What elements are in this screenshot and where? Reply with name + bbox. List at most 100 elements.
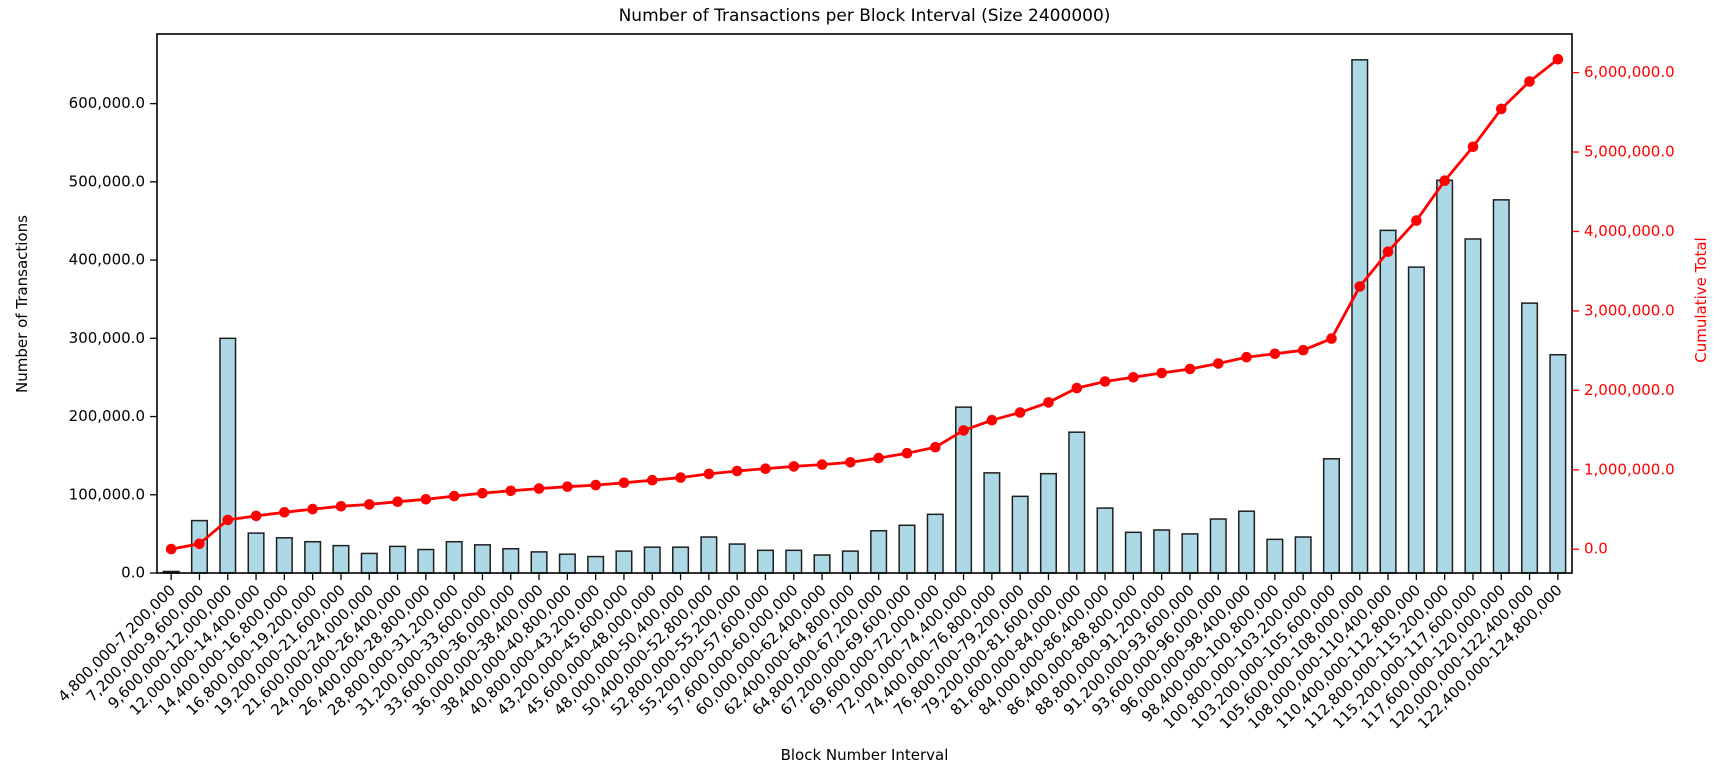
bar [841, 550, 859, 574]
chart-title: Number of Transactions per Block Interva… [618, 6, 1111, 26]
line-marker [477, 487, 488, 499]
line-marker [1184, 363, 1196, 375]
bar [445, 540, 463, 574]
bar [870, 530, 888, 574]
bar [756, 549, 774, 574]
y-axis-label-left: Number of Transactions [13, 215, 31, 393]
bar [813, 554, 831, 574]
bar [530, 551, 548, 574]
line-marker [1326, 333, 1337, 344]
line-marker [1297, 344, 1309, 356]
bar [389, 545, 407, 574]
line-marker [1496, 103, 1507, 115]
line-marker [1524, 76, 1535, 87]
bar [1096, 507, 1114, 574]
bar [1351, 59, 1369, 574]
line-marker [618, 477, 630, 489]
line-marker [194, 538, 205, 550]
bar [219, 337, 237, 574]
bar [926, 513, 944, 574]
line-marker [873, 452, 884, 464]
bar [898, 524, 916, 574]
line-marker [1382, 246, 1394, 257]
bar [983, 472, 1001, 574]
line-marker [505, 485, 517, 497]
line-marker [930, 441, 941, 453]
bar [275, 537, 293, 574]
y-right-tick-label: 6,000,000.0 [1584, 63, 1675, 81]
bar [360, 552, 378, 574]
y-right-tick-label: 3,000,000.0 [1584, 301, 1675, 319]
bar [1521, 302, 1539, 574]
bar [1011, 495, 1029, 574]
line-marker [788, 461, 800, 472]
y-left-tick-label: 100,000.0 [69, 485, 145, 503]
bar [1153, 529, 1171, 574]
y-axis-label-right: Cumulative Total [1692, 237, 1710, 363]
y-right-tick-label: 2,000,000.0 [1584, 381, 1675, 399]
line-marker [816, 459, 828, 470]
bar [1379, 229, 1397, 574]
line-marker [1354, 281, 1366, 292]
bar [1181, 533, 1199, 574]
line-marker [901, 447, 913, 459]
bar [332, 544, 350, 574]
line-marker [1241, 351, 1252, 363]
bar [728, 543, 746, 574]
line-marker [760, 463, 771, 475]
bar [1124, 531, 1142, 574]
bar [1464, 238, 1482, 574]
line-marker [1071, 382, 1083, 394]
y-left-tick-label: 0.0 [121, 564, 145, 582]
y-right-tick-label: 5,000,000.0 [1584, 143, 1675, 161]
bar [615, 550, 633, 574]
line-marker [533, 483, 545, 494]
bar [473, 544, 491, 574]
line-marker [1552, 54, 1564, 65]
bar [1322, 458, 1340, 574]
line-marker [703, 468, 715, 480]
line-marker [1269, 348, 1281, 360]
y-left-tick-label: 600,000.0 [69, 94, 145, 112]
line-marker [335, 501, 347, 512]
bar [247, 532, 265, 574]
line-marker [1156, 367, 1167, 379]
line-marker [1439, 175, 1450, 186]
line-marker [1467, 141, 1479, 153]
bar [1549, 353, 1567, 574]
bar [672, 546, 690, 574]
bar [785, 549, 803, 574]
bar [1436, 179, 1454, 574]
line-marker [1014, 407, 1026, 418]
bar [558, 553, 576, 574]
y-left-tick-label: 300,000.0 [69, 329, 145, 347]
line-marker [958, 425, 969, 436]
y-left-tick-label: 200,000.0 [69, 407, 145, 425]
line-marker [250, 510, 262, 522]
bar [1039, 472, 1057, 574]
line-marker [222, 514, 234, 526]
y-right-tick-label: 1,000,000.0 [1584, 460, 1675, 478]
cumulative-line [170, 58, 1559, 551]
bar [1238, 510, 1256, 574]
plot-border [156, 33, 1573, 574]
bar [1407, 266, 1425, 574]
line-marker [448, 490, 460, 502]
line-marker [562, 481, 573, 493]
line-marker [845, 457, 856, 468]
line-marker [1411, 215, 1422, 226]
bar [1266, 538, 1284, 574]
line-marker [420, 494, 432, 505]
bar [700, 536, 718, 574]
line-marker [590, 479, 601, 491]
line-marker [392, 496, 403, 508]
y-left-tick-label: 400,000.0 [69, 251, 145, 269]
line-marker [1043, 397, 1054, 408]
bar [1492, 199, 1510, 574]
bar [1068, 431, 1086, 574]
bar [643, 546, 661, 574]
y-left-tick-label: 500,000.0 [69, 172, 145, 190]
x-axis-label: Block Number Interval [780, 746, 949, 764]
